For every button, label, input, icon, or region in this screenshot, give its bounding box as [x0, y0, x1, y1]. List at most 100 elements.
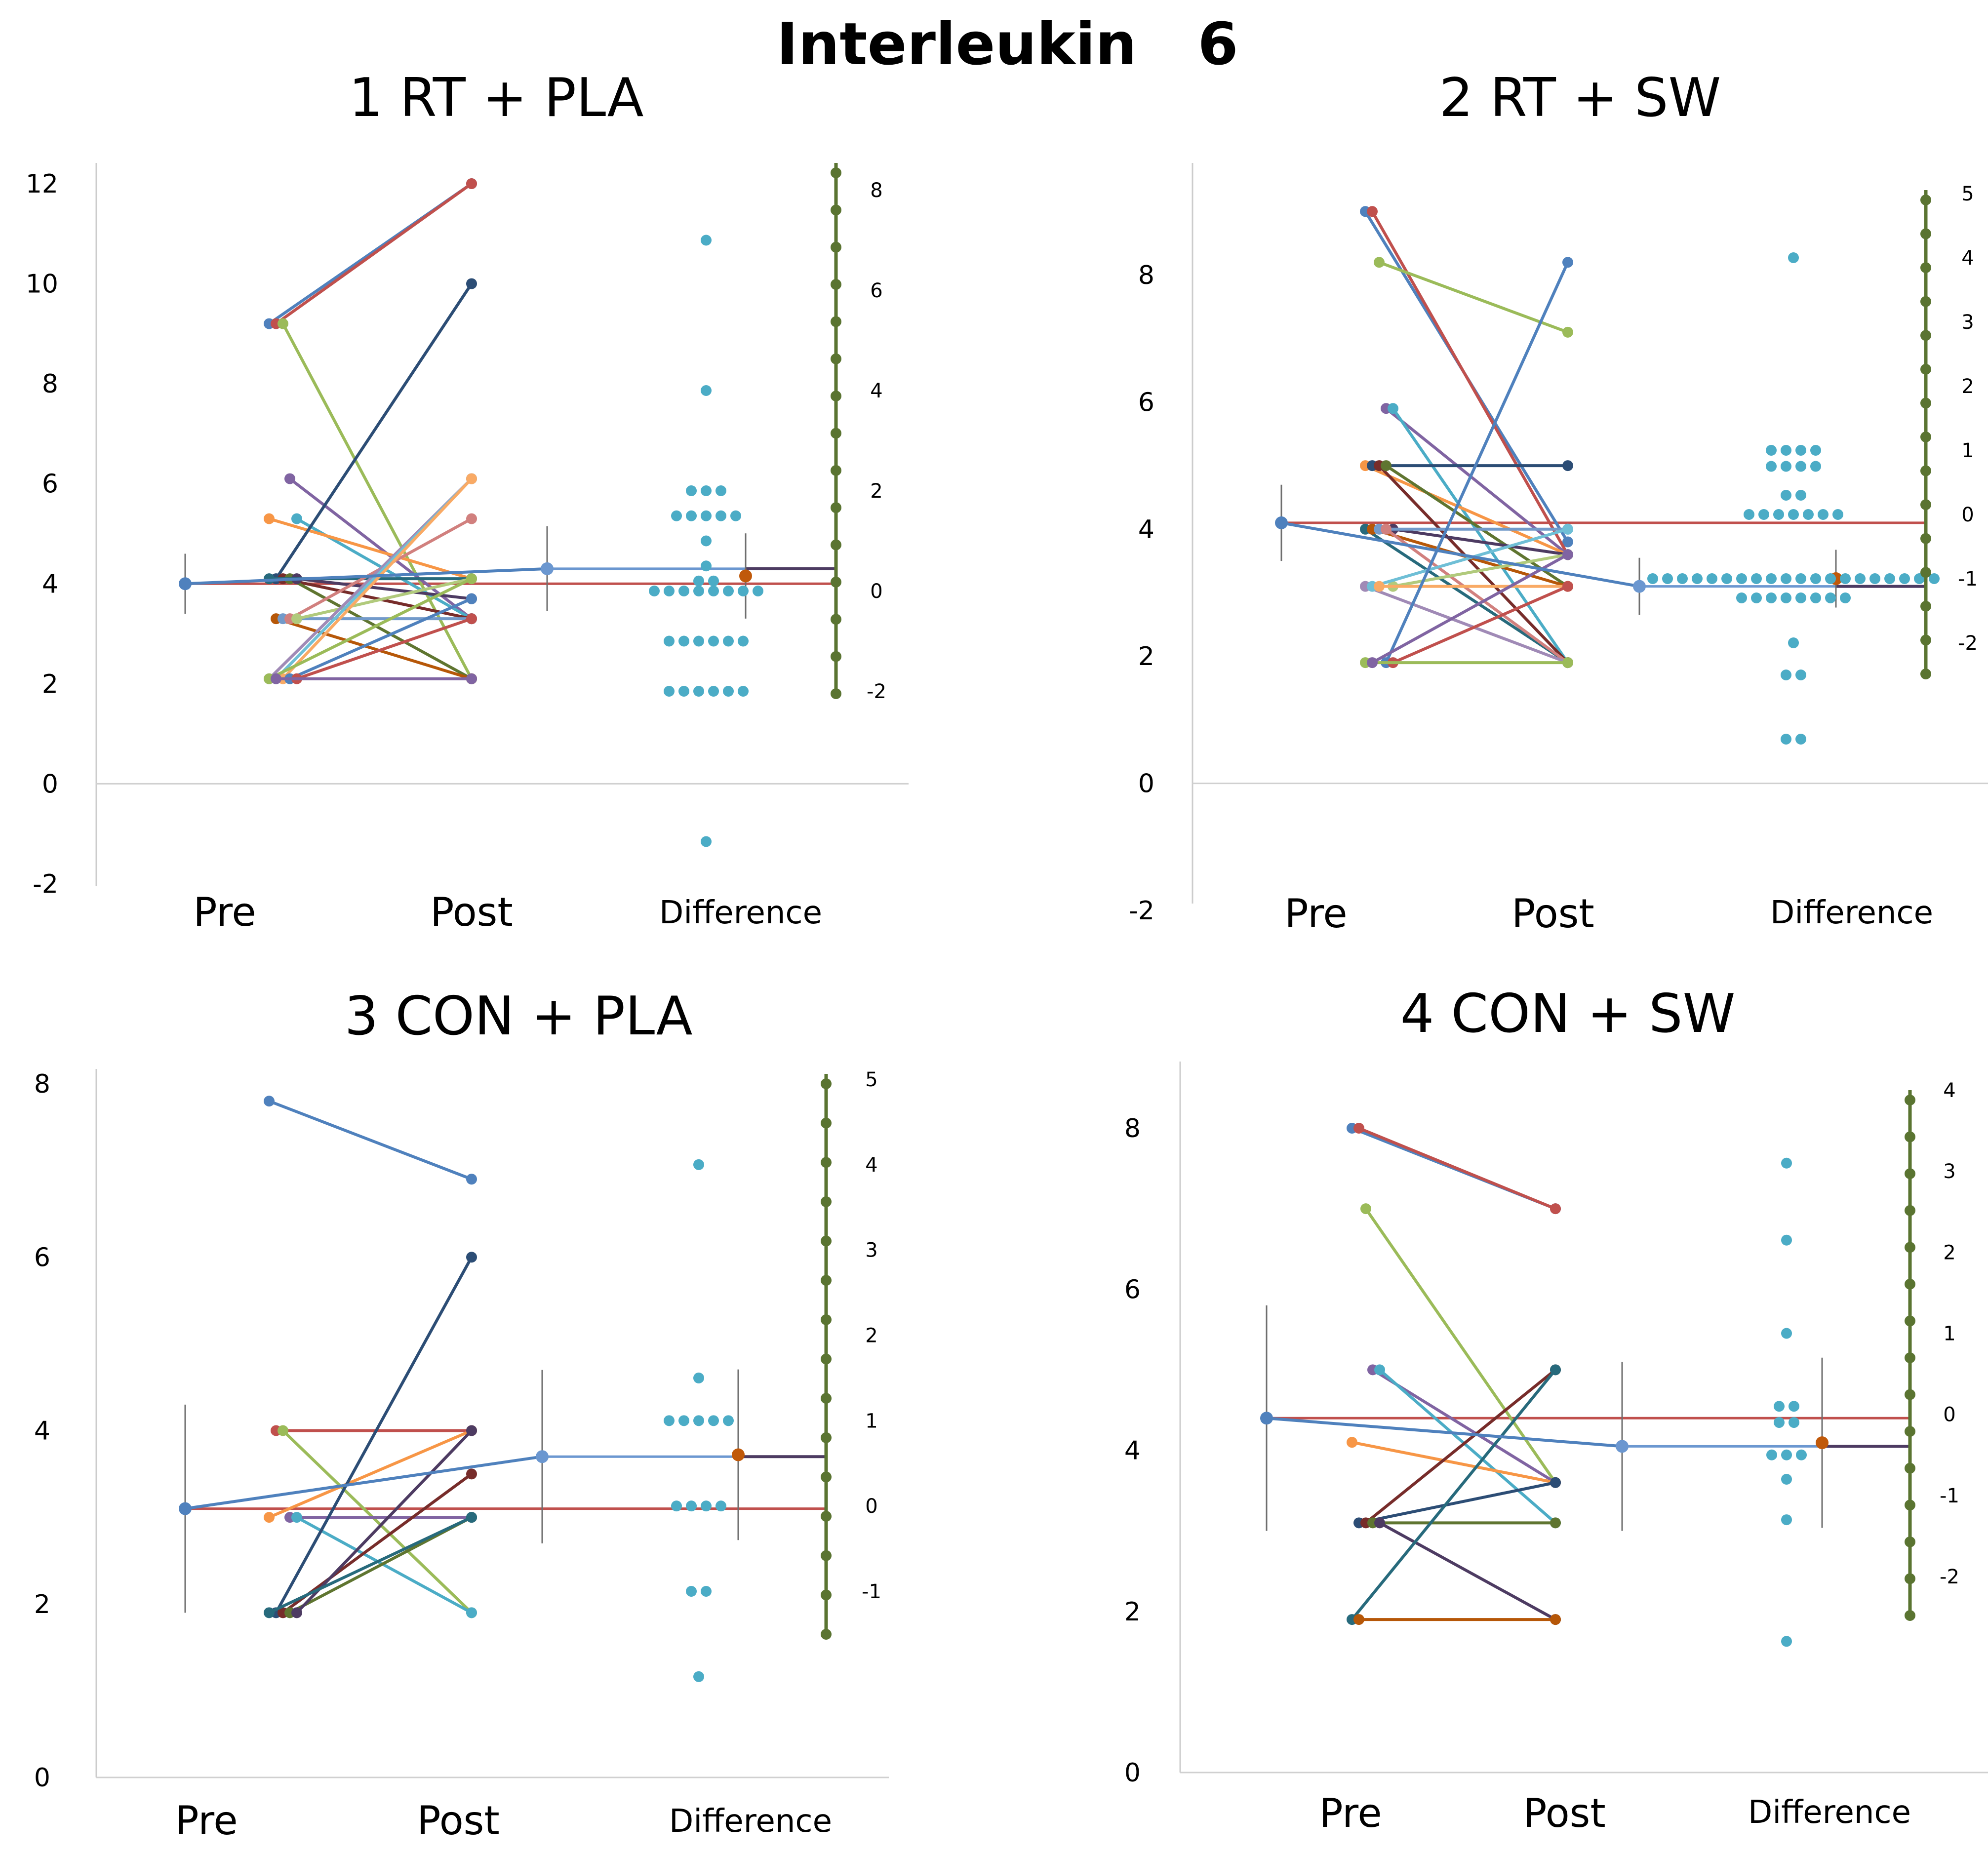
y-tick-label: 10: [26, 270, 58, 299]
post-point: [466, 573, 477, 585]
post-point: [466, 673, 477, 684]
difference-point: [701, 1500, 712, 1512]
difference-point: [1825, 573, 1836, 584]
right-axis-marker: [821, 1432, 832, 1443]
difference-point: [664, 635, 675, 647]
difference-point: [1766, 461, 1777, 472]
y-tick-label: 8: [34, 1069, 50, 1099]
y-right-tick-label: 0: [870, 580, 882, 603]
mean-difference-point: [1816, 1436, 1829, 1450]
pre-point: [291, 513, 302, 524]
panel-title: 2 RT + SW: [1439, 67, 1721, 129]
subject-line: [284, 473, 477, 625]
difference-point: [664, 686, 675, 697]
x-label-pre: Pre: [1319, 1790, 1382, 1836]
difference-point: [716, 510, 726, 521]
pre-point: [278, 318, 288, 329]
mean-pre-point: [1275, 516, 1288, 529]
mean-change-line: [185, 567, 548, 586]
panel-2-rt-sw: 2 RT + SW Pre Post Difference -2 0 2 4 6 8 -2 -…: [1129, 67, 1988, 937]
difference-point: [723, 1415, 734, 1426]
difference-point: [1781, 461, 1791, 472]
subject-line: [1367, 549, 1573, 669]
y-right-tick-label: 0: [1943, 1404, 1955, 1426]
post-point: [1562, 581, 1573, 592]
difference-point: [1788, 637, 1799, 648]
right-axis-marker: [1905, 1242, 1915, 1253]
x-label-post: Post: [430, 889, 513, 935]
difference-point: [693, 586, 704, 596]
right-axis-marker: [1920, 262, 1931, 274]
y-right-tick-label: 3: [1943, 1160, 1955, 1183]
difference-point: [723, 686, 734, 697]
y-right-tick-label: 6: [870, 279, 882, 302]
subject-segment: [268, 1516, 473, 1615]
difference-point: [738, 586, 749, 596]
subject-line: [1374, 581, 1573, 592]
post-point: [466, 593, 477, 604]
post-point: [466, 1468, 477, 1480]
subject-segment: [268, 1429, 473, 1519]
panel-1-rt-pla: 1 RT + PLA Pre Post Difference -2 0 2 4 6 8 10…: [26, 67, 909, 935]
y-tick-label: 8: [1124, 1114, 1141, 1143]
right-axis-marker: [821, 1589, 832, 1601]
right-axis-marker: [1905, 1389, 1915, 1400]
post-point: [1550, 1364, 1561, 1376]
y-tick-label: 0: [1138, 769, 1154, 799]
x-label-difference: Difference: [659, 895, 822, 931]
right-axis-marker: [821, 1471, 832, 1483]
difference-point: [664, 586, 675, 596]
subject-segment: [295, 1429, 473, 1614]
right-axis-marker: [1920, 195, 1931, 205]
x-label-difference: Difference: [1770, 895, 1933, 931]
y-right-tick-label: 4: [1943, 1079, 1955, 1102]
difference-point: [1781, 573, 1791, 584]
right-axis-marker: [1905, 1131, 1915, 1143]
y-right-tick-label: 4: [1961, 247, 1974, 270]
right-axis-marker: [1920, 634, 1931, 646]
subject-line: [264, 1096, 477, 1185]
right-axis-marker: [831, 651, 841, 662]
subject-segment: [1364, 528, 1569, 664]
subject-segment: [1392, 527, 1568, 556]
difference-point: [1795, 461, 1806, 472]
y-tick-label: -2: [33, 869, 58, 899]
difference-point: [678, 1415, 689, 1426]
difference-point: [1810, 592, 1821, 603]
difference-point: [1795, 445, 1806, 456]
right-axis-marker: [1905, 1610, 1915, 1621]
y-right-tick-label: -1: [862, 1580, 881, 1603]
right-axis-marker: [821, 1550, 832, 1561]
post-point: [466, 1512, 477, 1523]
difference-point: [1855, 573, 1866, 584]
subject-line: [284, 1512, 477, 1523]
subject-segment: [276, 617, 472, 680]
right-axis-marker: [1920, 533, 1931, 544]
right-axis-marker: [1920, 669, 1931, 679]
subject-segment: [282, 1472, 473, 1614]
pre-point: [1381, 460, 1392, 472]
subject-line: [271, 178, 477, 329]
subject-line: [264, 1512, 477, 1618]
right-axis-marker: [821, 1314, 832, 1325]
mean-post-point: [1616, 1440, 1629, 1453]
difference-point: [701, 235, 712, 246]
right-axis-marker: [831, 391, 841, 402]
y-tick-label: 4: [1124, 1436, 1141, 1466]
pre-point: [264, 1096, 275, 1107]
x-label-post: Post: [1523, 1790, 1605, 1836]
subject-line: [1347, 1364, 1561, 1625]
difference-point: [753, 586, 763, 596]
difference-point: [1766, 592, 1777, 603]
subject-line: [291, 1425, 477, 1618]
difference-point: [693, 1159, 704, 1170]
difference-point: [1795, 592, 1806, 603]
subject-line: [1367, 1517, 1561, 1529]
y-tick-label: 0: [1124, 1758, 1141, 1788]
mean-post-point: [541, 562, 554, 575]
difference-point: [1781, 490, 1791, 501]
difference-point: [1781, 1449, 1792, 1460]
difference-point: [708, 1415, 719, 1426]
difference-point: [716, 485, 726, 496]
y-right-tick-label: 5: [1961, 183, 1974, 205]
